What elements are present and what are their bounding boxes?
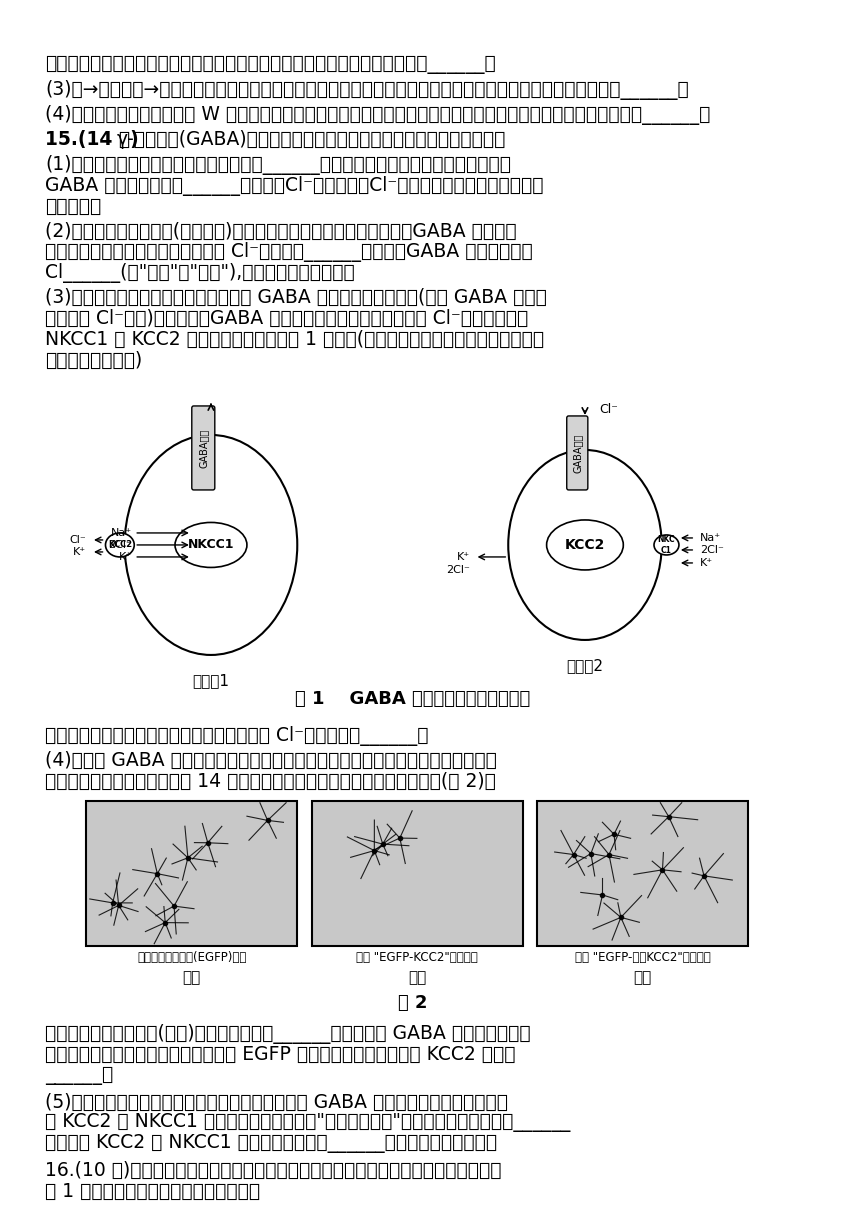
Text: K⁺: K⁺: [73, 547, 86, 557]
Text: 2Cl⁻: 2Cl⁻: [446, 565, 470, 575]
Text: NKCC1: NKCC1: [187, 539, 234, 551]
Text: Na⁺: Na⁺: [111, 528, 132, 537]
Text: (3)草→高原鼠兔→藏狐是一条食物链。根据林德曼对能量流动研究的成果分析，这条食物链上能量流动的特点是______。: (3)草→高原鼠兔→藏狐是一条食物链。根据林德曼对能量流动研究的成果分析，这条食…: [45, 80, 689, 100]
Text: 神经元1: 神经元1: [193, 672, 230, 688]
Text: Cl⁻: Cl⁻: [70, 535, 86, 545]
Text: 转入绿色荧光蛋白(EGFP)基因: 转入绿色荧光蛋白(EGFP)基因: [137, 951, 247, 964]
Text: Na⁺: Na⁺: [700, 533, 722, 544]
Text: 制性效应。: 制性效应。: [45, 197, 101, 215]
Text: 胎神经组织。待幼鼠出生后第 14 天，显微镜下观察神经元突起的数量及长度(图 2)。: 胎神经组织。待幼鼠出生后第 14 天，显微镜下观察神经元突起的数量及长度(图 2…: [45, 772, 496, 790]
Text: 神经元2: 神经元2: [567, 658, 604, 672]
Ellipse shape: [106, 533, 134, 557]
Text: (4)使用人工合成的性引诱剂 W 诱杀高原鼠兔的雄性个体可减轻高原鼠兔的危害，从种群特征的角度分析，其原理是______。: (4)使用人工合成的性引诱剂 W 诱杀高原鼠兔的雄性个体可减轻高原鼠兔的危害，从…: [45, 105, 710, 125]
Text: K⁺: K⁺: [700, 558, 713, 568]
Text: ______。: ______。: [45, 1065, 114, 1085]
FancyBboxPatch shape: [567, 416, 588, 490]
Text: 乙组: 乙组: [408, 969, 427, 985]
Text: KCC2: KCC2: [565, 537, 605, 552]
Text: 图 1    GABA 两种作用效应机制示意图: 图 1 GABA 两种作用效应机制示意图: [295, 689, 530, 708]
Bar: [311, 800, 523, 946]
Text: (1)神经元未受刺激时，细胞膜静息电位为______。通常情况下，当突触前神经元释放的: (1)神经元未受刺激时，细胞膜静息电位为______。通常情况下，当突触前神经元…: [45, 154, 511, 175]
FancyBboxPatch shape: [192, 406, 215, 490]
Ellipse shape: [654, 535, 679, 554]
Text: 图 1 为抗除草剂转基因玉米的技术流程。: 图 1 为抗除草剂转基因玉米的技术流程。: [45, 1182, 261, 1201]
Text: 丙组: 丙组: [633, 969, 652, 985]
Text: 转运体的相对数量): 转运体的相对数量): [45, 351, 142, 370]
Text: (4)为探究 GABA 兴奋性效应对神经元发育的影响。将不同基因分别转入三组大鼠胚: (4)为探究 GABA 兴奋性效应对神经元发育的影响。将不同基因分别转入三组大鼠…: [45, 750, 497, 770]
Text: 与 KCC2 和 NKCC1 表达量有关。研究者以"神经性病理痛"模型大鼠为实验组，用______: 与 KCC2 和 NKCC1 表达量有关。研究者以"神经性病理痛"模型大鼠为实验…: [45, 1114, 570, 1132]
Text: GABA受体: GABA受体: [199, 428, 208, 468]
Bar: [86, 800, 298, 946]
Text: K⁺: K⁺: [120, 552, 132, 562]
Text: 据图可知，大鼠成熟神经元中含量相对较低的 Cl⁻共转运体是______。: 据图可知，大鼠成熟神经元中含量相对较低的 Cl⁻共转运体是______。: [45, 726, 428, 745]
Text: GABA受体: GABA受体: [572, 433, 582, 473]
Text: (3)在个体发育的不同阶段，神经系统内 GABA 的通道型受体的特性(既是 GABA 受体，: (3)在个体发育的不同阶段，神经系统内 GABA 的通道型受体的特性(既是 GA…: [45, 288, 547, 308]
Text: 甲组: 甲组: [182, 969, 201, 985]
Bar: [537, 800, 748, 946]
Text: (2)研究大鼠等哺乳动物(包括人类)胚胎发育早期未成熟神经元时发现，GABA 的生理效: (2)研究大鼠等哺乳动物(包括人类)胚胎发育早期未成熟神经元时发现，GABA 的…: [45, 221, 517, 241]
Text: 膀并高声鸣叫，为高原鼠兔示警，此过程中小鸟为高原鼠兔传递的信息类型有______。: 膀并高声鸣叫，为高原鼠兔示警，此过程中小鸟为高原鼠兔传递的信息类型有______…: [45, 55, 496, 74]
Text: NKC
C1: NKC C1: [658, 535, 675, 554]
Text: 2Cl⁻: 2Cl⁻: [108, 540, 132, 550]
Text: K⁺: K⁺: [457, 552, 470, 562]
Text: γ-氨基丁酸(GABA)是成年动物体中枢神经系统的主要抑制性神经递质。: γ-氨基丁酸(GABA)是成年动物体中枢神经系统的主要抑制性神经递质。: [117, 130, 507, 148]
Text: 15.(14 分): 15.(14 分): [45, 130, 138, 148]
Text: 应与成熟神经元相反。其原因是胞内 Cl⁻浓度显著______于胞外，GABA 作为信号引起: 应与成熟神经元相反。其原因是胞内 Cl⁻浓度显著______于胞外，GABA 作…: [45, 242, 533, 263]
Text: 技术检测 KCC2 和 NKCC1 的含量。若结果为______，则可证实上述推测。: 技术检测 KCC2 和 NKCC1 的含量。若结果为______，则可证实上述推…: [45, 1135, 497, 1153]
Text: 转入 "EGFP-突变KCC2"融合基因: 转入 "EGFP-突变KCC2"融合基因: [574, 951, 710, 964]
Text: 16.(10 分)抗除草剂转基因作物的推广可有效减轻除草劳动强度、提高农业生产效率。: 16.(10 分)抗除草剂转基因作物的推广可有效减轻除草劳动强度、提高农业生产效…: [45, 1161, 501, 1181]
Text: 与对照组相比，实验组(乙组)幼鼠单个神经元______，由此证明 GABA 的兴奋性效应保: 与对照组相比，实验组(乙组)幼鼠单个神经元______，由此证明 GABA 的兴…: [45, 1024, 531, 1043]
Text: 转入 "EGFP-KCC2"融合基因: 转入 "EGFP-KCC2"融合基因: [356, 951, 478, 964]
Ellipse shape: [175, 523, 247, 568]
Text: NKCC1 和 KCC2 有关，其作用机制如图 1 所示。(图中共转运体的大小表示细胞膜上该: NKCC1 和 KCC2 有关，其作用机制如图 1 所示。(图中共转运体的大小表…: [45, 330, 544, 349]
Text: 图 2: 图 2: [397, 993, 427, 1012]
Text: GABA 与突触后膜上的______结合后，Cl⁻通道开放，Cl⁻顺浓度梯度内流，从而产生抑: GABA 与突触后膜上的______结合后，Cl⁻通道开放，Cl⁻顺浓度梯度内流…: [45, 175, 544, 196]
Text: Cl______(填"内流"或"外流"),从而产生兴奋性效应。: Cl______(填"内流"或"外流"),从而产生兴奋性效应。: [45, 264, 355, 283]
Text: (5)在患神经性病理痛的成年大鼠神经元中也检测到 GABA 的兴奋性效应，推测该效应: (5)在患神经性病理痛的成年大鼠神经元中也检测到 GABA 的兴奋性效应，推测该…: [45, 1092, 508, 1111]
Ellipse shape: [547, 520, 624, 570]
Text: 2Cl⁻: 2Cl⁻: [700, 545, 724, 554]
Text: 证了神经元正常发育。通过检测实验组 EGFP 的分布及荧光强度以确定 KCC2 蛋白的: 证了神经元正常发育。通过检测实验组 EGFP 的分布及荧光强度以确定 KCC2 …: [45, 1045, 516, 1064]
Text: 也是双向 Cl⁻通道)并未改变，GABA 的两种作用效应与细胞膜上两种 Cl⁻跨膜共转运体: 也是双向 Cl⁻通道)并未改变，GABA 的两种作用效应与细胞膜上两种 Cl⁻跨…: [45, 309, 528, 328]
Text: KCC2: KCC2: [108, 540, 132, 550]
Text: Cl⁻: Cl⁻: [599, 404, 618, 416]
